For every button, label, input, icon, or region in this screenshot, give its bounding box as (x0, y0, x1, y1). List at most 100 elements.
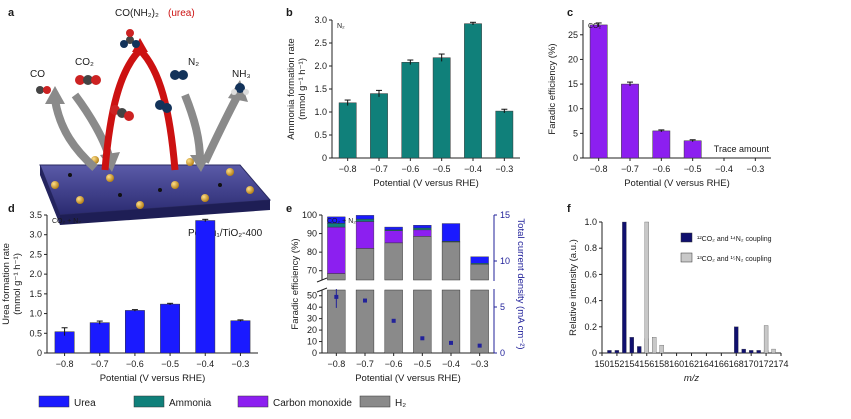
x-tick-label: −0.3 (471, 359, 489, 369)
molecule-nh3 (231, 83, 249, 95)
bar-e-seg-2-3 (413, 227, 432, 231)
x-tick-label: −0.5 (413, 359, 431, 369)
x-tick-label: −0.4 (442, 359, 460, 369)
current-point-2 (391, 318, 396, 323)
bar-e-seg-1-1 (355, 221, 375, 249)
x-axis-label: Potential (V versus RHE) (373, 178, 479, 189)
legend: Urea Ammonia Carbon monoxide H₂ (38, 395, 406, 409)
bar-e-h2-lower-5 (470, 289, 489, 354)
bar-d-1 (89, 322, 110, 354)
y-tick-label: 50 (307, 291, 317, 301)
x-tick-label: −0.8 (339, 164, 357, 174)
legend-label-f-0: ¹²CO₂ and ¹⁴N₂ coupling (697, 236, 772, 243)
peak-0-0 (607, 350, 612, 354)
x-tick-label: 154 (624, 359, 639, 369)
x-tick-label: −0.8 (56, 359, 74, 369)
bar-d-5 (230, 320, 251, 354)
legend-swatch-co (237, 395, 269, 408)
y-axis-unit: (mmol g⁻¹ h⁻¹) (12, 253, 23, 315)
break-mark (316, 277, 328, 283)
bar-e-seg-2-1 (355, 218, 375, 222)
molecule-n2 (155, 70, 188, 113)
legend-label-h2: H₂ (395, 398, 406, 409)
peak-0-8 (749, 350, 754, 354)
bar-e-h2-upper-0 (327, 273, 346, 281)
y-tick-label: 0 (312, 348, 317, 358)
legend-swatch-f-0 (680, 232, 693, 243)
x-tick-label: −0.3 (495, 164, 513, 174)
y-axis-label: Ammonia formation rate (286, 38, 297, 139)
y-tick-label: 1.5 (314, 84, 327, 94)
y-tick-label: 100 (302, 210, 317, 220)
y-tick-label: 0.4 (584, 296, 597, 306)
x-tick-label: −0.3 (746, 164, 764, 174)
legend-label-f-1: ¹³CO₂ and ¹⁵N₂ coupling (697, 256, 772, 263)
y-tick-label: 0.6 (584, 269, 597, 279)
bar-c-1 (621, 83, 639, 159)
label-co2: CO₂ (75, 57, 94, 68)
peak-0-7 (741, 348, 746, 354)
bar-e-seg-1-3 (413, 229, 432, 237)
x-tick-label: −0.8 (590, 164, 608, 174)
arrow-n2-in (181, 93, 204, 161)
y-tick-label: 2.0 (314, 61, 327, 71)
catalyst-label: Pd₁Cu₁/TiO₂-400 (188, 228, 263, 239)
gas-label: CO₂ + N₂ (327, 218, 356, 225)
bar-e-seg-3-2 (384, 226, 403, 231)
peak-1-0 (644, 221, 649, 354)
current-point-5 (477, 343, 482, 348)
axis-break (318, 281, 498, 289)
legend-swatch-urea (38, 395, 70, 408)
bar-e-h2-upper-4 (441, 241, 461, 281)
catalyst-slab (39, 156, 272, 225)
y-tick-label: 80 (307, 247, 317, 257)
x-tick-label: −0.4 (196, 359, 214, 369)
y-tick-label: 25 (568, 30, 578, 40)
arrow-nh3-out (201, 93, 242, 164)
bar-b-3 (432, 57, 451, 159)
x-tick-label: −0.4 (464, 164, 482, 174)
bar-e-h2-upper-1 (355, 248, 375, 281)
x-tick-label: 152 (609, 359, 624, 369)
bar-b-1 (370, 93, 388, 159)
x-tick-label: −0.5 (684, 164, 702, 174)
molecule-co (36, 86, 51, 94)
x-tick-label: −0.5 (161, 359, 179, 369)
y-tick-label: 40 (307, 302, 317, 312)
x-tick-label: −0.4 (715, 164, 733, 174)
bar-e-seg-3-4 (441, 223, 461, 242)
y-tick-label: 10 (568, 104, 578, 114)
bar-e-seg-3-1 (355, 215, 375, 220)
x-tick-label: −0.7 (91, 359, 109, 369)
bar-b-2 (401, 62, 420, 159)
peak-0-3 (629, 337, 634, 354)
y-tick-label: 1.0 (584, 217, 597, 227)
y-tick-label: 0 (592, 348, 597, 358)
panel-label-c: c (567, 7, 573, 19)
x-tick-label: −0.6 (401, 164, 419, 174)
legend-swatch-ammonia (133, 395, 165, 408)
bar-d-3 (160, 303, 181, 354)
x-tick-label: 164 (699, 359, 714, 369)
panel-label-b: b (286, 7, 293, 19)
legend-label-co: Carbon monoxide (273, 398, 352, 409)
bar-e-h2-upper-5 (470, 263, 489, 281)
bar-e-h2-lower-3 (413, 289, 432, 354)
y-tick-label: 20 (307, 325, 317, 335)
chart-b: 0 0.5 1.0 1.5 2.0 2.5 3.0 −0.8 −0.7 −0.6 −0.5 −0.4 −… (286, 15, 520, 189)
y-tick-label: 0 (322, 153, 327, 163)
x-tick-label: −0.6 (126, 359, 144, 369)
current-point-1 (363, 298, 367, 303)
y-tick-label: 0.2 (584, 322, 597, 332)
molecule-co2 (75, 75, 134, 121)
y-axis-unit: (mmol g⁻¹ h⁻¹) (297, 58, 308, 120)
current-point-4 (449, 340, 453, 345)
panel-label-a: a (8, 7, 15, 19)
panel-label-d: d (8, 203, 15, 215)
bar-c-2 (652, 130, 671, 159)
y-tick-label: 5 (573, 128, 578, 138)
chart-d: 0 0.5 1.0 1.5 2.0 2.5 3.0 3.5 −0.8 −0.7 −0.6 −0.5 −0… (1, 210, 258, 384)
bar-e-h2-lower-1 (355, 289, 375, 354)
